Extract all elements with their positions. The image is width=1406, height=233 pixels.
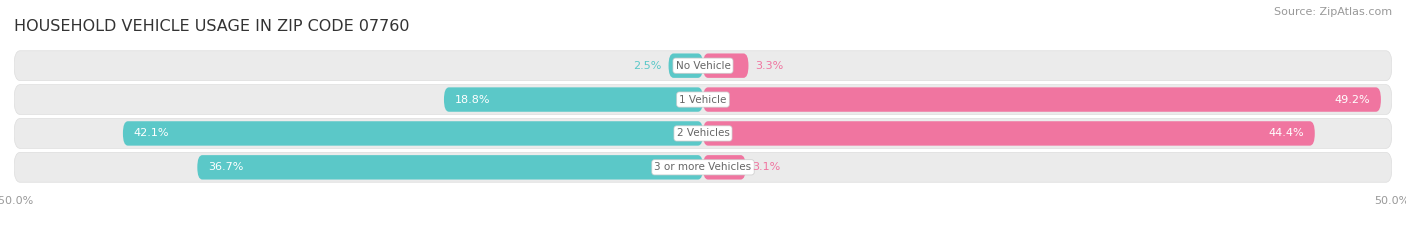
FancyBboxPatch shape <box>122 121 703 146</box>
FancyBboxPatch shape <box>197 155 703 180</box>
Text: 36.7%: 36.7% <box>208 162 243 172</box>
FancyBboxPatch shape <box>14 152 1392 182</box>
Text: 3.1%: 3.1% <box>752 162 780 172</box>
Text: 49.2%: 49.2% <box>1334 95 1369 105</box>
FancyBboxPatch shape <box>14 119 1392 148</box>
Text: 1 Vehicle: 1 Vehicle <box>679 95 727 105</box>
FancyBboxPatch shape <box>14 51 1392 81</box>
Text: 3 or more Vehicles: 3 or more Vehicles <box>654 162 752 172</box>
FancyBboxPatch shape <box>703 155 745 180</box>
Text: 42.1%: 42.1% <box>134 128 170 138</box>
FancyBboxPatch shape <box>14 85 1392 114</box>
FancyBboxPatch shape <box>703 121 1315 146</box>
FancyBboxPatch shape <box>703 53 748 78</box>
FancyBboxPatch shape <box>444 87 703 112</box>
Text: 2 Vehicles: 2 Vehicles <box>676 128 730 138</box>
Text: 44.4%: 44.4% <box>1268 128 1303 138</box>
FancyBboxPatch shape <box>703 87 1381 112</box>
Text: 3.3%: 3.3% <box>755 61 783 71</box>
Text: 18.8%: 18.8% <box>456 95 491 105</box>
Text: HOUSEHOLD VEHICLE USAGE IN ZIP CODE 07760: HOUSEHOLD VEHICLE USAGE IN ZIP CODE 0776… <box>14 19 409 34</box>
Text: No Vehicle: No Vehicle <box>675 61 731 71</box>
Text: Source: ZipAtlas.com: Source: ZipAtlas.com <box>1274 7 1392 17</box>
Text: 2.5%: 2.5% <box>633 61 662 71</box>
FancyBboxPatch shape <box>669 53 703 78</box>
